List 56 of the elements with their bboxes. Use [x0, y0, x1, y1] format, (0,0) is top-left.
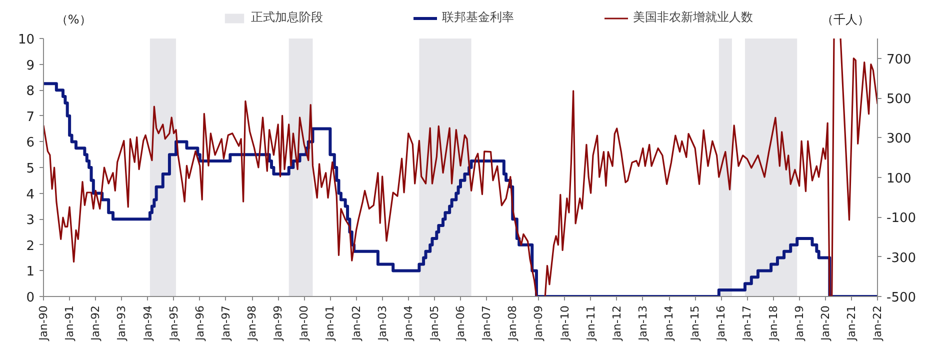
- y-tick-label: 5: [26, 162, 35, 176]
- x-tick-label: Jan-13: [636, 305, 650, 342]
- x-tick-label: Jan-10: [558, 305, 572, 342]
- x-tick-label: Jan-03: [376, 305, 389, 342]
- x-tick-label: Jan-16: [714, 305, 728, 342]
- x-tick-label: Jan-14: [662, 305, 676, 342]
- x-tick-label: Jan-96: [193, 305, 206, 342]
- x-tick-label: Jan-22: [871, 305, 884, 342]
- legend-label: 联邦基金利率: [442, 9, 514, 26]
- x-tick-label: Jan-94: [141, 305, 154, 342]
- y2-tick-label: -300: [886, 250, 916, 266]
- x-tick-label: Jan-18: [766, 305, 780, 342]
- y2-tick-label: 100: [886, 171, 912, 186]
- y-tick-label: 2: [26, 238, 35, 254]
- x-tick-label: Jan-92: [89, 305, 102, 342]
- x-tick-label: Jan-09: [532, 305, 546, 342]
- y-axis-title: （%）: [56, 12, 92, 26]
- y2-tick-label: -500: [886, 290, 916, 306]
- x-tick-label: Jan-95: [167, 305, 180, 342]
- y2-tick-label: -100: [886, 211, 916, 226]
- y2-tick-label: 500: [886, 92, 912, 108]
- x-tick-label: Jan-98: [246, 305, 258, 342]
- y2-axis-title: （千人）: [822, 12, 870, 26]
- y-tick-label: 0: [26, 290, 35, 306]
- x-tick-label: Jan-97: [219, 305, 232, 342]
- x-tick-label: Jan-11: [584, 305, 598, 342]
- y-tick-label: 10: [18, 32, 35, 48]
- x-tick-label: Jan-17: [740, 305, 754, 342]
- x-tick-label: Jan-02: [350, 305, 363, 342]
- y-tick-label: 6: [26, 136, 35, 151]
- x-tick-label: Jan-99: [272, 305, 285, 342]
- x-tick-label: Jan-00: [298, 305, 311, 342]
- x-tick-label: Jan-01: [324, 305, 337, 342]
- x-tick-label: Jan-07: [480, 305, 494, 342]
- legend-label: 正式加息阶段: [251, 9, 323, 26]
- y-tick-label: 9: [26, 58, 35, 74]
- x-tick-label: Jan-19: [792, 305, 806, 342]
- y-tick-label: 4: [26, 187, 35, 202]
- x-tick-label: Jan-05: [428, 305, 441, 342]
- x-tick-label: Jan-04: [402, 305, 415, 342]
- x-tick-label: Jan-08: [506, 305, 520, 342]
- y-tick-label: 1: [26, 264, 35, 280]
- x-tick-label: Jan-21: [844, 305, 858, 342]
- x-tick-label: Jan-15: [688, 305, 702, 342]
- x-tick-label: Jan-91: [63, 305, 76, 342]
- x-tick-label: Jan-12: [610, 305, 624, 342]
- y2-tick-label: 300: [886, 132, 912, 147]
- y-tick-label: 7: [26, 110, 35, 125]
- x-tick-label: Jan-20: [818, 305, 832, 342]
- y2-tick-label: 700: [886, 52, 912, 68]
- y-tick-label: 8: [26, 84, 35, 100]
- y-tick-label: 3: [26, 213, 35, 228]
- x-tick-label: Jan-90: [37, 305, 50, 342]
- x-tick-label: Jan-06: [454, 305, 467, 342]
- legend-label: 美国非农新增就业人数: [633, 9, 753, 26]
- x-tick-label: Jan-93: [115, 305, 128, 342]
